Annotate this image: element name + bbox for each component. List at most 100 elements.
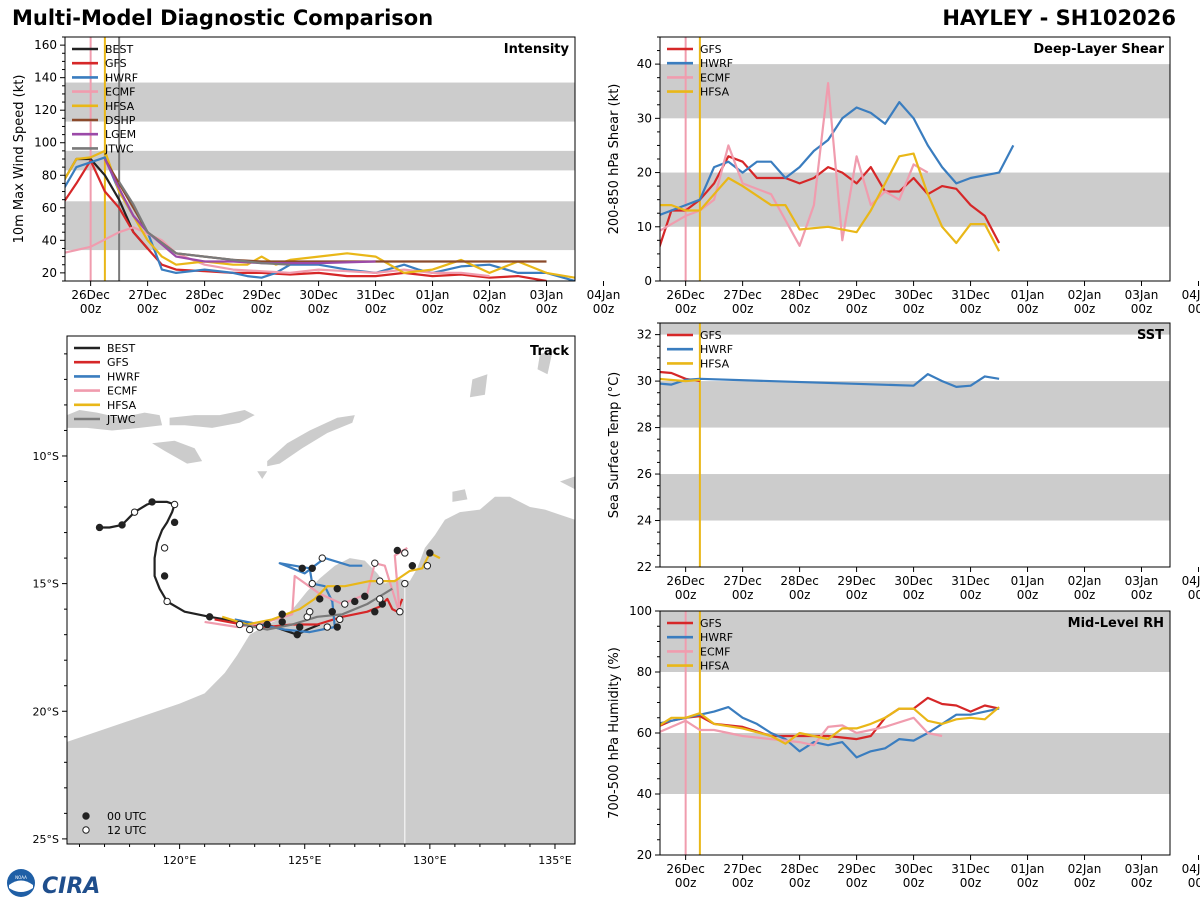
shear-series-hfsa xyxy=(660,152,1001,252)
sst-plot-area xyxy=(660,323,1170,567)
rh-xtick-label: 00z xyxy=(1017,876,1039,890)
intensity-xtick-label: 29Dec xyxy=(242,288,281,302)
shear-ytick-label: 30 xyxy=(637,111,652,125)
intensity-xtick-label: 00z xyxy=(194,302,216,316)
sst-title: SST xyxy=(1137,328,1164,343)
rh-series-ecmf xyxy=(660,716,943,747)
sst-xtick-label: 00z xyxy=(846,588,868,602)
intensity-xtick-label: 01Jan xyxy=(416,288,450,302)
rh-legend-label-hfsa: HFSA xyxy=(700,660,730,673)
sst-frame xyxy=(659,322,1171,568)
intensity-legend-label-hwrf: HWRF xyxy=(105,71,138,84)
sst-xtick-label: 00z xyxy=(1074,588,1096,602)
track-marker-12utc xyxy=(170,500,179,509)
sst-threshold-band xyxy=(660,474,1170,521)
map-land-aru xyxy=(537,351,553,375)
sst-legend-label-hfsa: HFSA xyxy=(700,357,730,370)
rh-xtick-label: 04Jan xyxy=(1182,862,1200,876)
rh-xtick-label: 00z xyxy=(846,876,868,890)
sst-xtick-label: 02Jan xyxy=(1068,574,1102,588)
intensity-ytick-label: 140 xyxy=(34,71,57,85)
track-marker-00utc xyxy=(426,549,434,557)
track-marker-12utc xyxy=(336,615,344,624)
sst-xtick-label: 31Dec xyxy=(951,574,990,588)
rh-xtick-label: 00z xyxy=(675,876,697,890)
rh-title: Mid-Level RH xyxy=(1068,616,1164,631)
sst-series-gfs xyxy=(660,370,701,383)
intensity-xtick-label: 00z xyxy=(479,302,501,316)
map-land-flores xyxy=(169,410,255,428)
shear-xtick-label: 02Jan xyxy=(1068,288,1102,302)
shear-series-hwrf xyxy=(660,101,1015,217)
rh-legend-label-hwrf: HWRF xyxy=(700,631,733,644)
sst-legend-label-gfs: GFS xyxy=(700,329,722,342)
shear-xtick-label: 00z xyxy=(846,302,868,316)
rh-xtick-label: 00z xyxy=(903,876,925,890)
sst-ytick-label: 24 xyxy=(637,514,652,528)
sst-series-hfsa xyxy=(660,377,700,383)
shear-xtick-label: 00z xyxy=(1017,302,1039,316)
cira-logo-text: CIRA xyxy=(42,874,100,898)
intensity-series-gfs xyxy=(65,159,547,281)
shear-title: Deep-Layer Shear xyxy=(1033,42,1164,57)
intensity-ytick-label: 100 xyxy=(34,136,57,150)
track-ytick-label: 10°S xyxy=(33,450,59,463)
track-marker-00utc xyxy=(118,521,126,529)
sst-xtick-label: 00z xyxy=(1188,588,1200,602)
sst-xtick-label: 00z xyxy=(903,588,925,602)
map-land-wessel xyxy=(560,476,575,490)
intensity-plot-area xyxy=(65,37,575,281)
track-marker-12utc xyxy=(245,625,254,634)
map-land-rote xyxy=(257,471,268,479)
shear-threshold-band xyxy=(660,64,1170,119)
sst-ytick-label: 30 xyxy=(637,374,652,388)
shear-xtick-label: 00z xyxy=(732,302,754,316)
shear-xtick-label: 00z xyxy=(789,302,811,316)
shear-xtick-label: 00z xyxy=(903,302,925,316)
track-marker-12utc xyxy=(341,600,349,608)
rh-xtick-label: 00z xyxy=(1074,876,1096,890)
map-land-sumbawa xyxy=(67,410,163,431)
intensity-xtick-label: 30Dec xyxy=(299,288,338,302)
intensity-xtick-label: 00z xyxy=(365,302,387,316)
track-marker-12utc xyxy=(318,554,326,562)
intensity-xtick-label: 00z xyxy=(422,302,444,316)
track-title: Track xyxy=(530,344,569,359)
shear-ytick-label: 40 xyxy=(637,57,652,71)
shear-plot-area xyxy=(660,37,1170,281)
track-legend-label-hwrf: HWRF xyxy=(107,370,140,383)
track-legend-label-best: BEST xyxy=(107,342,135,355)
rh-plot-area xyxy=(660,611,1170,855)
track-marker-00utc xyxy=(316,595,324,603)
sst-xtick-label: 28Dec xyxy=(780,574,819,588)
intensity-ytick-label: 80 xyxy=(42,168,57,182)
rh-xtick-label: 01Jan xyxy=(1011,862,1045,876)
intensity-series-jtwc xyxy=(118,181,291,266)
sst-threshold-band xyxy=(660,381,1170,428)
track-xtick-label: 120°E xyxy=(163,854,196,867)
intensity-xtick-label: 02Jan xyxy=(473,288,507,302)
intensity-series-lgem xyxy=(103,158,376,265)
rh-xtick-label: 00z xyxy=(732,876,754,890)
track-marker-12utc xyxy=(255,623,264,631)
intensity-legend-label-hfsa: HFSA xyxy=(105,100,135,113)
intensity-title: Intensity xyxy=(504,42,570,57)
rh-xtick-label: 03Jan xyxy=(1125,862,1159,876)
track-series-jtwc xyxy=(241,587,393,631)
track-legend-label-jtwc: JTWC xyxy=(106,413,136,426)
map-land-australia xyxy=(67,496,575,844)
intensity-legend-label-gfs: GFS xyxy=(105,57,127,70)
shear-legend-label-hfsa: HFSA xyxy=(700,86,730,99)
sst-xtick-label: 27Dec xyxy=(723,574,762,588)
intensity-xtick-label: 03Jan xyxy=(530,288,564,302)
shear-xtick-label: 28Dec xyxy=(780,288,819,302)
rh-xtick-label: 00z xyxy=(1188,876,1200,890)
rh-threshold-band xyxy=(660,611,1170,672)
track-marker-12utc xyxy=(401,549,409,557)
track-marker-12utc xyxy=(306,607,314,616)
track-marker-12utc xyxy=(396,607,404,616)
shear-xtick-label: 01Jan xyxy=(1011,288,1045,302)
track-marker-12utc xyxy=(376,595,384,603)
rh-xtick-label: 00z xyxy=(1131,876,1153,890)
rh-xtick-label: 26Dec xyxy=(666,862,705,876)
